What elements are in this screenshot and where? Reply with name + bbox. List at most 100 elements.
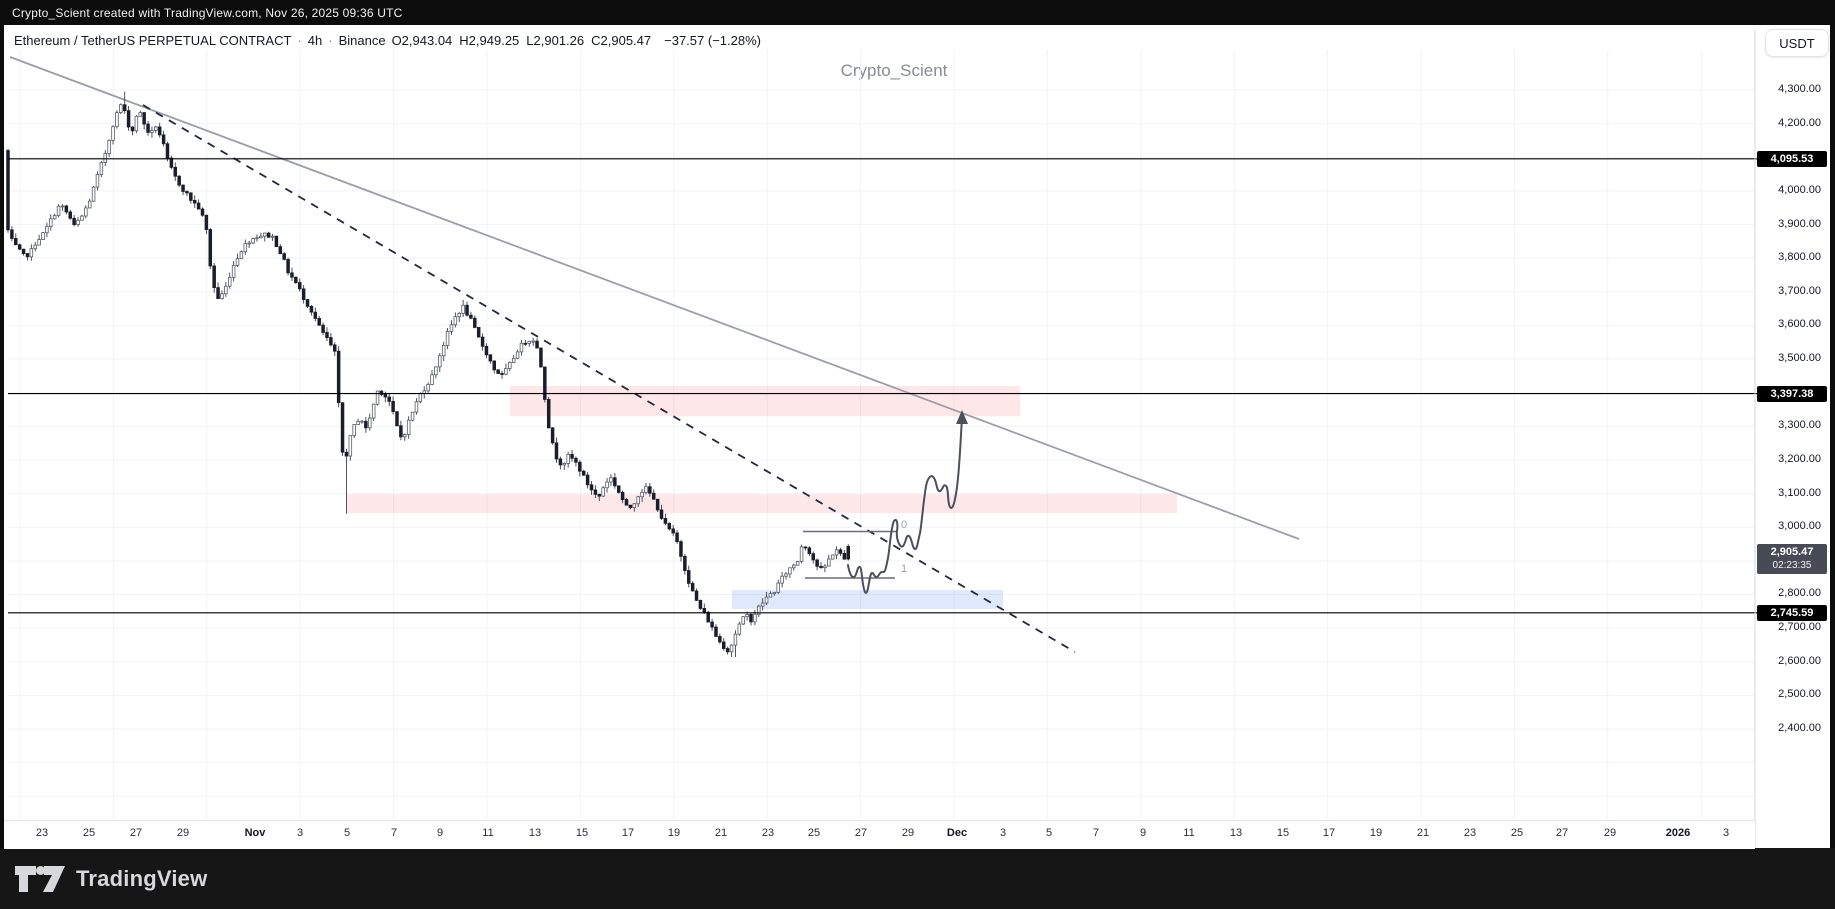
candle-body bbox=[340, 402, 345, 453]
candle-body bbox=[749, 614, 753, 623]
candle-body bbox=[834, 549, 839, 556]
candle-body bbox=[231, 264, 236, 278]
candle-body bbox=[434, 366, 438, 376]
time-axis-label: 29 bbox=[1603, 827, 1617, 839]
price-axis-label: 3,300.00 bbox=[1778, 419, 1821, 432]
candle-body bbox=[115, 112, 119, 128]
candle-body bbox=[25, 253, 30, 258]
time-axis-label: 29 bbox=[176, 827, 190, 839]
candle-body bbox=[476, 327, 481, 338]
time-axis-label: 2026 bbox=[1665, 827, 1691, 839]
downtrend-dashed-line bbox=[142, 104, 1076, 653]
candle-body bbox=[531, 340, 535, 343]
candle-body bbox=[410, 411, 415, 421]
time-axis-label: 21 bbox=[1416, 827, 1430, 839]
candle-body bbox=[313, 311, 318, 319]
candle-body bbox=[403, 434, 407, 438]
time-axis-label: 27 bbox=[1555, 827, 1569, 839]
candle-body bbox=[216, 287, 220, 300]
time-axis-label: 3 bbox=[999, 827, 1007, 839]
candle-body bbox=[52, 215, 57, 220]
candle-body bbox=[251, 238, 255, 244]
candle-body bbox=[535, 340, 539, 349]
time-axis[interactable]: 23 25 27 29 Nov 3 5 7 9 11 13 15 17 19 21 23 25 27 29 Dec 3 5… bbox=[4, 820, 1755, 849]
price-level-tag: 2,745.59 bbox=[1757, 604, 1827, 621]
candle-body bbox=[772, 591, 777, 595]
candle-body bbox=[103, 153, 108, 163]
candle-body bbox=[768, 593, 773, 598]
current-price-tag: 2,905.47 02:23:35 bbox=[1757, 544, 1827, 574]
candle-body bbox=[33, 244, 37, 250]
candle-body bbox=[371, 403, 376, 419]
price-axis-label: 3,200.00 bbox=[1778, 452, 1821, 465]
candle-body bbox=[519, 342, 524, 353]
candle-body bbox=[14, 238, 18, 246]
time-axis-label: 17 bbox=[1322, 827, 1336, 839]
currency-button[interactable]: USDT bbox=[1765, 29, 1829, 57]
ohlc-l: L2,901.26 bbox=[526, 32, 585, 48]
time-axis-label: 23 bbox=[1463, 827, 1477, 839]
candle-body bbox=[37, 239, 41, 246]
candle-body bbox=[49, 218, 53, 228]
candle-body bbox=[842, 552, 847, 560]
candle-body bbox=[364, 420, 368, 429]
candle-body bbox=[418, 393, 423, 403]
candle-body bbox=[122, 104, 127, 112]
candle-body bbox=[91, 186, 96, 202]
candle-body bbox=[329, 337, 333, 346]
exchange-label: Binance bbox=[338, 32, 386, 48]
candle-body bbox=[795, 561, 800, 566]
candle-body bbox=[360, 420, 364, 423]
candle-body bbox=[177, 175, 181, 186]
current-price-value: 2,905.47 bbox=[1770, 546, 1814, 558]
candle-body bbox=[675, 532, 679, 543]
price-axis[interactable]: 4,300.00 4,200.00 4,000.00 3,900.00 3,800.00… bbox=[1755, 25, 1830, 848]
candle-body bbox=[247, 242, 251, 245]
candle-body bbox=[449, 324, 454, 332]
attribution-text: Crypto_Scient created with TradingView.c… bbox=[12, 5, 403, 20]
supply-zone-3400 bbox=[510, 385, 1020, 417]
candle-body bbox=[375, 390, 380, 405]
candle-body bbox=[776, 582, 780, 593]
separator-dot: · bbox=[297, 32, 302, 48]
candle-body bbox=[406, 419, 411, 435]
candle-body bbox=[679, 541, 683, 557]
time-axis-label: 13 bbox=[528, 827, 542, 839]
candle-body bbox=[613, 477, 617, 487]
chart-pane[interactable]: 01 bbox=[4, 25, 1830, 848]
price-level-tag: 4,095.53 bbox=[1757, 150, 1827, 167]
candle-body bbox=[461, 304, 465, 314]
time-axis-label: Dec bbox=[946, 827, 968, 839]
candle-body bbox=[570, 454, 574, 459]
price-axis-label: 4,000.00 bbox=[1778, 183, 1821, 196]
candle-body bbox=[41, 232, 45, 240]
time-axis-label: 15 bbox=[1276, 827, 1290, 839]
candle-body bbox=[683, 555, 687, 571]
candle-body bbox=[10, 229, 14, 239]
candle-body bbox=[764, 596, 769, 604]
candle-body bbox=[741, 616, 745, 625]
price-axis-label: 3,700.00 bbox=[1778, 284, 1821, 297]
candle-body bbox=[290, 272, 294, 278]
interval-label: 4h bbox=[307, 32, 323, 48]
tradingview-logo[interactable]: TradingView bbox=[14, 865, 207, 893]
candle-body bbox=[504, 368, 508, 375]
candle-body bbox=[56, 205, 61, 217]
candle-body bbox=[68, 211, 72, 219]
candle-body bbox=[95, 174, 100, 188]
price-axis-label: 4,200.00 bbox=[1778, 116, 1821, 129]
candle-body bbox=[566, 454, 570, 464]
candle-body bbox=[282, 253, 286, 260]
candle-body bbox=[651, 492, 656, 500]
time-axis-label: 23 bbox=[35, 827, 49, 839]
candle-body bbox=[581, 470, 586, 476]
candle-body bbox=[830, 554, 835, 560]
candle-body bbox=[500, 373, 504, 375]
candle-body bbox=[262, 232, 267, 237]
candle-body bbox=[546, 399, 551, 429]
candle-body bbox=[60, 205, 65, 208]
candle-body bbox=[161, 134, 166, 145]
candle-body bbox=[379, 390, 384, 395]
candle-body bbox=[99, 162, 104, 175]
